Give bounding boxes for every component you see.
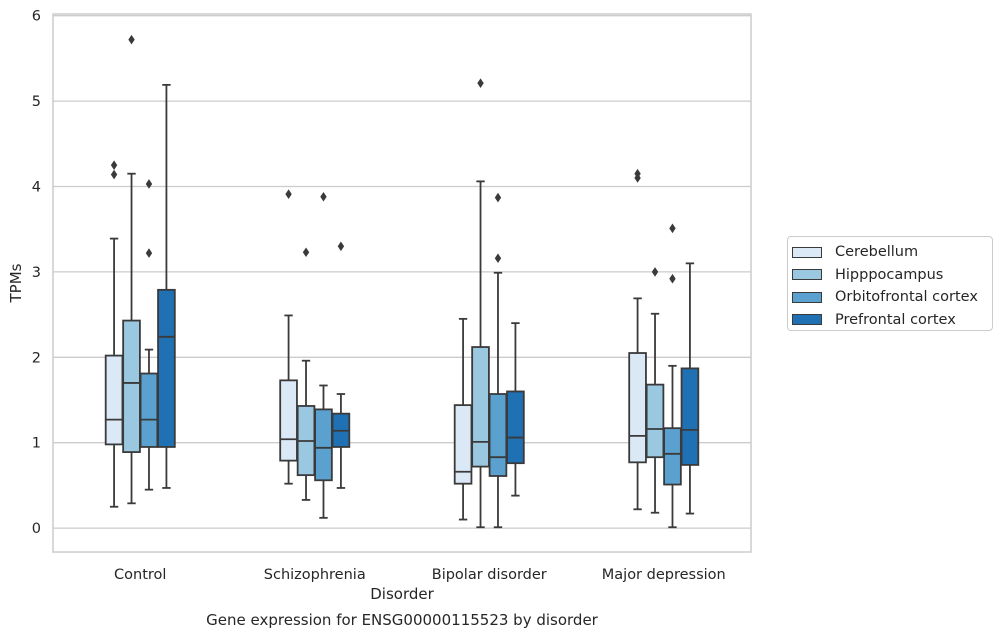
box xyxy=(471,78,490,529)
box xyxy=(104,160,124,508)
box-iqr xyxy=(104,354,124,446)
legend-swatch xyxy=(792,314,822,326)
plot-area xyxy=(52,13,752,553)
x-tick-label: Schizophrenia xyxy=(264,567,366,583)
legend-label: Orbitofrontal cortex xyxy=(835,289,978,306)
box xyxy=(331,241,351,489)
box-iqr xyxy=(279,379,298,462)
y-tick-label: 0 xyxy=(32,521,41,537)
chart-caption: Gene expression for ENSG00000115523 by d… xyxy=(206,611,598,629)
box-iqr xyxy=(680,367,700,466)
y-tick-label: 5 xyxy=(32,94,41,110)
y-tick-label: 2 xyxy=(32,350,41,366)
x-axis-label: Disorder xyxy=(370,585,434,603)
legend-label: Hipppocampus xyxy=(835,266,944,283)
outlier-point xyxy=(145,179,153,189)
box-iqr xyxy=(506,390,525,465)
box-iqr xyxy=(645,383,665,459)
outlier-point xyxy=(302,247,310,258)
outlier-point xyxy=(320,191,327,202)
legend-label: Prefrontal cortex xyxy=(835,311,956,328)
legend-item: Cerebellum xyxy=(792,241,992,264)
box-iqr xyxy=(139,372,159,448)
box xyxy=(279,189,298,485)
legend-item: Prefrontal cortex xyxy=(792,309,992,332)
box xyxy=(506,322,525,497)
y-tick-label: 3 xyxy=(32,265,41,281)
outlier-point xyxy=(337,241,345,252)
y-axis-label: TPMs xyxy=(7,263,25,303)
box-iqr xyxy=(663,427,682,486)
x-tick-label: Major depression xyxy=(602,567,726,583)
outlier-point xyxy=(477,78,484,88)
box xyxy=(628,168,647,511)
x-tick-labels: Control Schizophrenia Bipolar disorder Majo… xyxy=(114,567,726,583)
box-iqr xyxy=(628,352,647,464)
outlier-point xyxy=(145,248,153,258)
x-tick-label: Control xyxy=(114,567,166,583)
outlier-point xyxy=(634,168,641,179)
legend-swatch xyxy=(792,269,822,281)
y-tick-label: 6 xyxy=(32,9,41,25)
box xyxy=(139,179,159,491)
legend: Cerebellum Hipppocampus Orbitofrontal co… xyxy=(787,236,993,331)
outlier-point xyxy=(494,192,502,203)
box-series xyxy=(104,34,700,529)
outlier-point xyxy=(110,160,118,170)
legend-label: Cerebellum xyxy=(835,244,919,261)
outlier-point xyxy=(494,253,502,264)
box xyxy=(157,83,176,489)
box-iqr xyxy=(157,288,176,448)
outlier-point xyxy=(651,267,659,277)
box-iqr xyxy=(471,346,490,468)
y-tick-label: 4 xyxy=(32,180,41,196)
box-iqr xyxy=(488,393,508,477)
legend-item: Hipppocampus xyxy=(792,264,992,287)
box xyxy=(645,267,665,514)
box-iqr xyxy=(122,319,141,453)
legend-swatch xyxy=(792,246,822,258)
outlier-point xyxy=(128,34,135,45)
outlier-point xyxy=(669,273,676,284)
outlier-point xyxy=(285,189,292,199)
outlier-point xyxy=(110,169,118,180)
box xyxy=(680,262,700,515)
y-tick-labels: 0 1 2 3 4 5 6 xyxy=(32,9,41,537)
legend-swatch xyxy=(792,291,822,303)
box xyxy=(296,247,316,501)
box-iqr xyxy=(314,408,333,482)
y-tick-label: 1 xyxy=(32,436,41,452)
x-tick-label: Bipolar disorder xyxy=(432,567,547,583)
legend-item: Orbitofrontal cortex xyxy=(792,286,992,309)
outlier-point xyxy=(669,223,676,234)
